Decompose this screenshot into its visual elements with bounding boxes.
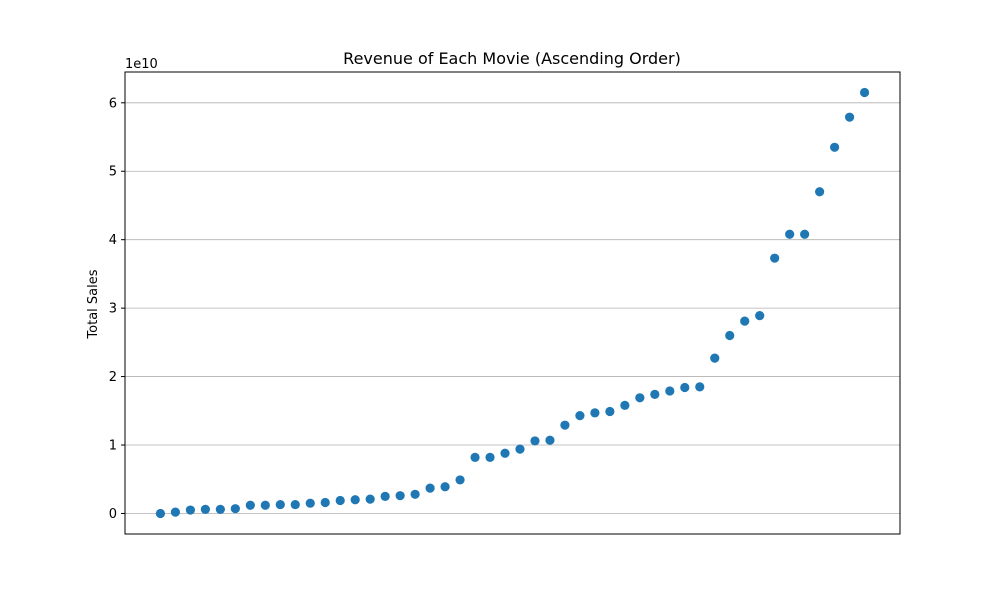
data-point xyxy=(275,499,285,510)
data-point xyxy=(665,386,675,396)
data-point xyxy=(335,495,345,506)
data-point xyxy=(485,452,495,462)
data-point xyxy=(859,87,870,98)
y-axis-tick-label: 6 xyxy=(109,96,117,111)
y-axis-tick-label: 1 xyxy=(109,439,117,454)
data-point xyxy=(350,495,360,505)
data-point xyxy=(785,229,795,239)
data-points xyxy=(155,87,870,519)
y-axis-tick-label: 4 xyxy=(109,233,117,248)
data-point xyxy=(635,393,645,403)
data-point xyxy=(710,353,720,363)
data-point xyxy=(815,187,825,197)
data-point xyxy=(575,410,585,421)
data-point xyxy=(245,500,255,510)
data-point xyxy=(680,382,690,393)
data-point xyxy=(605,406,615,417)
data-point xyxy=(650,389,660,399)
data-point xyxy=(500,448,510,458)
data-point xyxy=(725,330,735,341)
data-point xyxy=(185,505,195,515)
y-axis-label: Total Sales xyxy=(86,269,101,339)
data-point xyxy=(230,504,240,514)
chart-title: Revenue of Each Movie (Ascending Order) xyxy=(343,49,681,68)
data-point xyxy=(590,408,600,418)
y-axis-tick-label: 0 xyxy=(109,507,117,522)
data-point xyxy=(425,483,435,493)
data-point xyxy=(755,311,765,321)
grid-lines xyxy=(125,102,900,514)
data-point xyxy=(380,491,390,501)
data-point xyxy=(740,316,750,326)
data-point xyxy=(830,142,840,152)
data-point xyxy=(515,444,525,454)
data-point xyxy=(155,508,166,519)
data-point xyxy=(410,489,420,499)
data-point xyxy=(260,500,270,510)
y-axis-tick-label: 2 xyxy=(109,370,117,385)
data-point xyxy=(320,497,330,508)
y-axis-offset-label: 1e10 xyxy=(125,57,158,72)
data-point xyxy=(770,253,780,263)
data-point xyxy=(290,499,300,510)
data-point xyxy=(365,494,375,504)
data-point xyxy=(800,229,810,239)
data-point xyxy=(560,420,570,430)
data-point xyxy=(620,400,630,410)
data-point xyxy=(395,491,405,501)
data-point xyxy=(695,382,705,392)
y-axis-tick-label: 5 xyxy=(109,165,117,180)
data-point xyxy=(530,436,540,446)
data-point xyxy=(170,507,181,517)
data-point xyxy=(440,482,450,492)
data-point xyxy=(305,498,315,508)
y-axis-tick-label: 3 xyxy=(109,302,117,317)
axes: 0 1 2 3 4 5 6 xyxy=(109,71,901,535)
data-point xyxy=(215,504,225,514)
data-point xyxy=(470,452,480,462)
data-point xyxy=(455,475,465,485)
data-point xyxy=(200,504,210,514)
data-point xyxy=(545,435,555,445)
data-point xyxy=(844,112,855,122)
plot-frame xyxy=(124,71,901,535)
